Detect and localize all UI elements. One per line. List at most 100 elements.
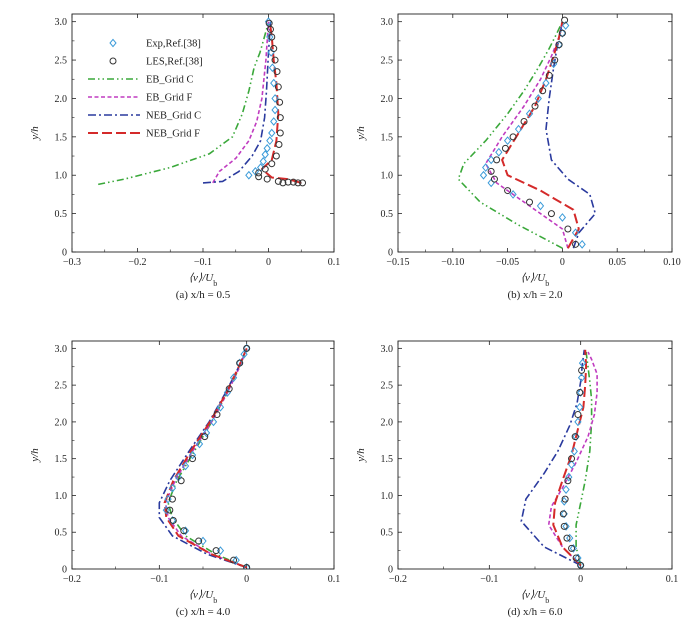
data-point-exp-ref-38 <box>181 461 190 471</box>
data-point-les-ref-38 <box>268 33 276 41</box>
data-point-les-ref-38 <box>272 152 280 160</box>
series-line-eb-grid-c <box>98 21 270 186</box>
x-axis-label: ⟨v⟩/Ub <box>521 272 549 288</box>
y-tick-label: 1.0 <box>55 171 68 182</box>
data-point-exp-ref-38 <box>261 150 269 159</box>
series-line-neb-grid-c <box>202 21 272 184</box>
data-point-les-ref-38 <box>289 178 297 186</box>
x-tick-label: 0.1 <box>666 574 679 585</box>
data-point-exp-ref-38 <box>188 450 197 460</box>
data-point-exp-ref-38 <box>270 117 278 126</box>
data-point-exp-ref-38 <box>482 163 490 172</box>
legend-label-neb-grid-f: NEB_Grid F <box>146 129 200 140</box>
series-line-neb-grid-f <box>260 21 302 184</box>
data-point-les-ref-38 <box>559 510 567 518</box>
data-point-exp-ref-38 <box>558 213 567 222</box>
data-point-les-ref-38 <box>213 411 221 419</box>
data-point-exp-ref-38 <box>574 553 582 563</box>
y-tick-label: 1.5 <box>55 454 68 465</box>
series-line-neb-grid-f <box>552 349 588 567</box>
y-tick-label: 2.0 <box>55 94 68 105</box>
series-line-neb-grid-f <box>501 21 580 249</box>
data-point-les-ref-38 <box>490 175 498 183</box>
data-point-les-ref-38 <box>555 41 563 49</box>
data-point-les-ref-38 <box>276 98 284 106</box>
y-tick-label: 0 <box>62 565 67 576</box>
y-tick-label: 2.0 <box>55 417 68 428</box>
data-point-les-ref-38 <box>201 433 209 441</box>
data-point-exp-ref-38 <box>577 373 586 383</box>
data-point-les-ref-38 <box>493 156 501 164</box>
x-tick-label: 0 <box>578 574 583 585</box>
legend-label-eb-grid-f: EB_Grid F <box>146 93 193 104</box>
series-line-neb-grid-c <box>545 21 597 249</box>
data-point-exp-ref-38 <box>503 136 512 146</box>
data-point-les-ref-38 <box>561 495 569 503</box>
data-point-les-ref-38 <box>572 240 580 248</box>
data-point-exp-ref-38 <box>236 358 244 368</box>
y-tick-label: 2.0 <box>381 94 394 105</box>
plot-frame <box>397 340 673 570</box>
data-point-exp-ref-38 <box>487 178 495 188</box>
data-point-exp-ref-38 <box>570 446 578 456</box>
data-point-les-ref-38 <box>563 534 571 542</box>
data-point-exp-ref-38 <box>181 526 190 536</box>
data-point-les-ref-38 <box>504 187 512 195</box>
data-point-exp-ref-38 <box>487 155 495 165</box>
x-tick-label: 0 <box>560 257 565 268</box>
data-point-les-ref-38 <box>274 83 282 91</box>
data-point-les-ref-38 <box>526 198 534 206</box>
data-point-les-ref-38 <box>284 178 292 186</box>
data-point-exp-ref-38 <box>216 402 225 412</box>
y-axis-label: y/h <box>355 126 367 141</box>
data-point-exp-ref-38 <box>271 105 279 115</box>
series-line-neb-grid-c <box>158 348 248 569</box>
data-point-exp-ref-38 <box>514 124 523 134</box>
data-point-les-ref-38 <box>243 564 251 569</box>
panel-caption: (c) x/h = 4.0 <box>176 606 231 618</box>
x-axis-label: ⟨v⟩/Ub <box>189 589 217 605</box>
y-tick-label: 3.0 <box>55 17 68 28</box>
y-axis-label: y/h <box>355 448 367 463</box>
data-point-les-ref-38 <box>531 102 539 110</box>
data-point-les-ref-38 <box>261 165 269 173</box>
data-point-exp-ref-38 <box>574 417 582 427</box>
data-point-exp-ref-38 <box>266 32 274 42</box>
data-point-les-ref-38 <box>539 87 547 95</box>
x-tick-label: −0.15 <box>386 257 409 268</box>
data-point-les-ref-38 <box>568 455 576 463</box>
y-tick-label: 0.5 <box>55 528 68 539</box>
data-point-exp-ref-38 <box>571 228 580 238</box>
x-tick-label: −0.10 <box>441 257 464 268</box>
data-point-exp-ref-38 <box>565 472 573 482</box>
data-point-les-ref-38 <box>294 179 302 187</box>
data-point-les-ref-38 <box>558 29 566 37</box>
data-point-exp-ref-38 <box>536 201 545 211</box>
series-line-eb-grid-c <box>575 351 593 566</box>
data-point-exp-ref-38 <box>195 439 204 449</box>
series-line-neb-grid-f <box>163 348 248 569</box>
data-point-exp-ref-38 <box>567 460 576 469</box>
data-point-les-ref-38 <box>270 45 278 53</box>
x-tick-label: 0.1 <box>328 257 341 268</box>
data-point-les-ref-38 <box>177 477 185 485</box>
data-point-exp-ref-38 <box>566 533 574 543</box>
y-tick-label: 1.5 <box>381 454 394 465</box>
data-point-les-ref-38 <box>168 495 176 503</box>
data-point-exp-ref-38 <box>266 136 274 146</box>
data-point-les-ref-38 <box>564 225 572 233</box>
data-point-les-ref-38 <box>276 129 284 137</box>
panel-caption: (d) x/h = 6.0 <box>507 606 563 618</box>
data-point-exp-ref-38 <box>240 349 248 359</box>
series-line-eb-grid-f <box>484 21 569 249</box>
data-point-exp-ref-38 <box>509 190 517 199</box>
legend-swatch-exp-ref-38 <box>109 38 117 48</box>
x-tick-label: 0 <box>244 574 249 585</box>
data-point-les-ref-38 <box>255 169 263 177</box>
x-tick-label: −0.3 <box>63 257 81 268</box>
data-point-les-ref-38 <box>501 144 509 152</box>
data-point-les-ref-38 <box>276 114 284 122</box>
data-point-les-ref-38 <box>577 561 585 569</box>
series-line-eb-grid-c <box>457 21 564 249</box>
